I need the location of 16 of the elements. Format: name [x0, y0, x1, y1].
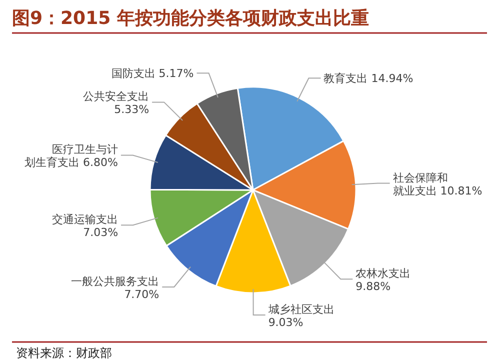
text: 资料来源：财政部: [16, 346, 112, 360]
slice-label: 城乡社区支出: [267, 303, 334, 316]
data-label: 9.03%: [268, 316, 304, 329]
slice-label: 教育支出 14.94%: [324, 72, 414, 86]
slice-label: 农林水支出: [356, 267, 411, 280]
chart-title: 图9：2015 年按功能分类各项财政支出比重: [12, 8, 369, 29]
slice-label: 社会保障和就业支出 10.81%: [392, 171, 482, 198]
slice-label: 一般公共服务支出: [71, 274, 160, 288]
data-label: 7.70%: [124, 288, 160, 301]
slice-label: 医疗卫生与计划生育支出 6.80%: [24, 143, 118, 170]
slice-label: 国防支出 5.17%: [111, 67, 194, 80]
slice-label: 公共安全支出: [83, 90, 150, 104]
data-label: 5.33%: [114, 103, 150, 116]
data-label: 9.88%: [356, 280, 391, 294]
slice-label: 交通运输支出: [52, 213, 118, 226]
data-label: 7.03%: [83, 226, 118, 240]
